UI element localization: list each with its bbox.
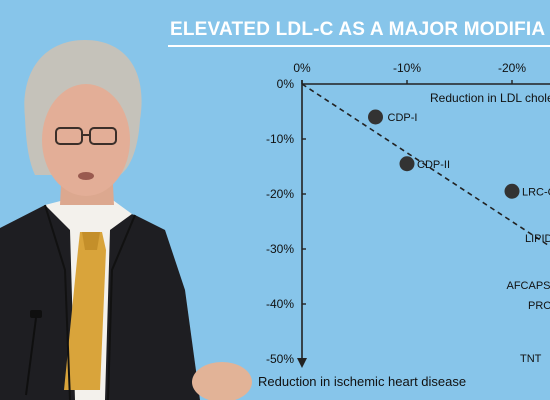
data-points: CDP-ICDP-IILRC-CPPTCAREHPSLIPIDWOSCOPS4S… [368,109,550,292]
x-tick-labels: 0%-10%-20%-30%-40% [293,61,526,84]
data-point-label: LIPID [525,233,550,245]
data-point-label: AFCAPS [506,280,550,292]
data-point-label: LRC-CPPT [522,186,550,198]
y-axis-label: Reduction in ischemic heart disease [258,374,466,389]
y-tick-label: -20% [266,187,294,201]
chart-axes [297,80,550,368]
data-point [399,156,415,172]
x-tick-label: -20% [498,61,526,75]
partial-label-tnt: TNT [520,353,542,365]
presenter-hand [192,362,252,400]
data-point [368,109,383,125]
y-tick-label: -40% [266,297,294,311]
trend-line [301,83,550,248]
data-point [504,183,520,199]
data-point-label: CDP-II [417,159,450,171]
data-point-label: CDP-I [388,112,418,124]
y-axis-arrow [297,358,307,368]
x-tick-label: 0% [293,61,311,75]
y-tick-label: -10% [266,132,294,146]
presenter-video [0,40,252,400]
partial-label-pro: PRO [528,300,550,312]
y-tick-label: 0% [277,77,295,91]
presenter-tie [64,232,106,390]
x-axis-label: Reduction in LDL chole [430,91,550,105]
title-underline [168,45,550,47]
presenter-face [42,84,130,196]
x-tick-label: -10% [393,61,421,75]
y-tick-label: -50% [266,352,294,366]
y-tick-labels: 0% -10% -20% -30% -40% -50% [266,77,306,366]
y-tick-label: -30% [266,242,294,256]
slide-title: ELEVATED LDL-C AS A MAJOR MODIFIA [170,19,546,40]
microphone-icon [30,310,42,318]
